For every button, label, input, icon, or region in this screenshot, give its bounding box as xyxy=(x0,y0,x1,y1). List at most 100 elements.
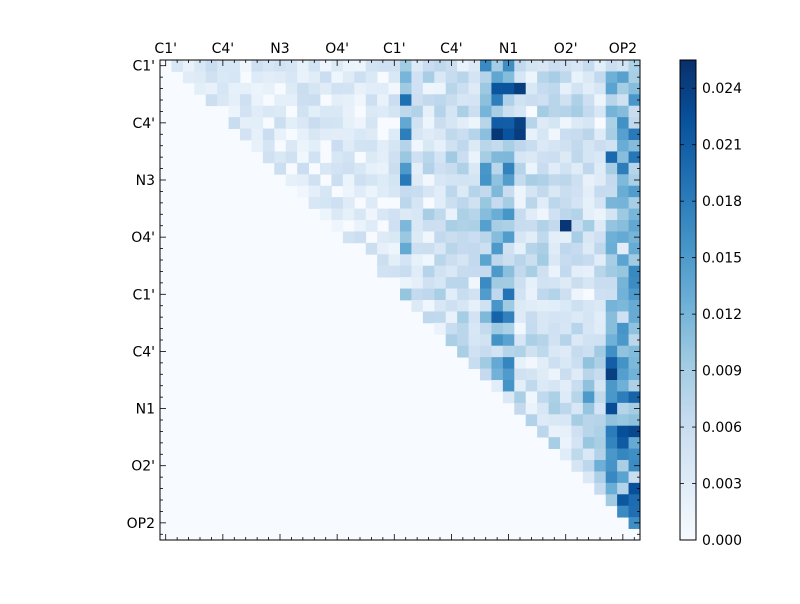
heatmap-cell xyxy=(251,71,264,84)
heatmap-cell xyxy=(560,94,572,107)
heatmap-cell xyxy=(262,105,275,118)
heatmap-cell xyxy=(571,105,584,118)
heatmap-cell xyxy=(548,300,561,312)
heatmap-cell xyxy=(560,288,572,301)
heatmap-cell xyxy=(628,220,641,232)
heatmap-cell xyxy=(537,322,549,335)
heatmap-cell xyxy=(228,105,241,118)
heatmap-cell xyxy=(262,140,275,152)
heatmap-cell xyxy=(502,140,515,152)
heatmap-cell xyxy=(388,162,401,175)
heatmap-cell xyxy=(571,357,584,369)
heatmap-cell xyxy=(502,220,515,232)
heatmap-cell xyxy=(617,117,629,129)
heatmap-cell xyxy=(411,220,424,232)
heatmap-cell xyxy=(411,60,424,72)
heatmap-cell xyxy=(468,322,481,335)
heatmap-cell xyxy=(388,242,401,255)
heatmap-cell xyxy=(285,60,298,72)
heatmap-cell xyxy=(422,185,435,198)
heatmap-cell xyxy=(525,391,538,404)
heatmap-cell xyxy=(502,197,515,209)
heatmap-cell xyxy=(537,197,549,209)
heatmap-cell xyxy=(594,334,607,347)
heatmap-cell xyxy=(480,231,492,244)
heatmap-cell xyxy=(502,311,515,324)
heatmap-cell xyxy=(617,494,629,507)
heatmap-cell xyxy=(308,60,321,72)
heatmap-cell xyxy=(617,94,629,107)
heatmap-cell xyxy=(594,208,607,221)
heatmap-cell xyxy=(434,300,447,312)
heatmap-cell xyxy=(434,277,447,289)
heatmap-cell xyxy=(560,254,572,267)
heatmap-cell xyxy=(594,197,607,209)
heatmap-cell xyxy=(365,197,378,209)
heatmap-cell xyxy=(537,414,549,427)
heatmap-cell xyxy=(434,162,447,175)
heatmap-cell xyxy=(525,231,538,244)
heatmap-cell xyxy=(377,140,389,152)
heatmap-cell xyxy=(537,105,549,118)
heatmap-cell xyxy=(377,208,389,221)
heatmap-cell xyxy=(548,105,561,118)
heatmap-cell xyxy=(491,162,504,175)
heatmap-cell xyxy=(365,82,378,95)
heatmap-cell xyxy=(457,174,469,187)
heatmap-cell xyxy=(468,334,481,347)
heatmap-cell xyxy=(605,437,618,449)
heatmap-cell xyxy=(411,288,424,301)
heatmap-cell xyxy=(365,174,378,187)
heatmap-cell xyxy=(434,311,447,324)
heatmap-cell xyxy=(228,60,241,72)
colorbar-tick-label: 0.015 xyxy=(702,251,742,267)
heatmap-cell xyxy=(560,117,572,129)
heatmap-cell xyxy=(342,140,355,152)
heatmap-cell xyxy=(514,105,527,118)
heatmap-cell xyxy=(571,82,584,95)
heatmap-cell xyxy=(582,197,595,209)
heatmap-cell xyxy=(525,174,538,187)
heatmap-cell xyxy=(525,402,538,415)
heatmap-cell xyxy=(445,197,458,209)
heatmap-cell xyxy=(411,117,424,129)
heatmap-cell xyxy=(285,117,298,129)
heatmap-cell xyxy=(582,231,595,244)
heatmap-cell xyxy=(514,208,527,221)
heatmap-cell xyxy=(582,277,595,289)
heatmap-cell xyxy=(594,82,607,95)
heatmap-cell xyxy=(582,265,595,278)
heatmap-cell xyxy=(571,391,584,404)
heatmap-cell xyxy=(514,82,527,95)
heatmap-cell xyxy=(422,71,435,84)
heatmap-cell xyxy=(342,71,355,84)
heatmap-cell xyxy=(548,117,561,129)
heatmap-cell xyxy=(331,128,344,141)
heatmap-cell xyxy=(537,311,549,324)
heatmap-cell xyxy=(445,334,458,347)
heatmap-cell xyxy=(605,197,618,209)
heatmap-cell xyxy=(582,60,595,72)
heatmap-cell xyxy=(502,151,515,164)
heatmap-cell xyxy=(445,82,458,95)
heatmap-cell xyxy=(262,71,275,84)
heatmap-cell xyxy=(400,197,412,209)
heatmap-cell xyxy=(571,425,584,438)
heatmap-cell xyxy=(548,357,561,369)
heatmap-cell xyxy=(525,162,538,175)
heatmap-cell xyxy=(525,117,538,129)
heatmap-cell xyxy=(297,94,309,107)
heatmap-cell xyxy=(594,254,607,267)
heatmap-cell xyxy=(617,402,629,415)
heatmap-cell xyxy=(320,82,332,95)
heatmap-cell xyxy=(628,311,641,324)
heatmap-cell xyxy=(502,357,515,369)
heatmap-cell xyxy=(594,220,607,232)
heatmap-cell xyxy=(457,334,469,347)
heatmap-cell xyxy=(457,220,469,232)
heatmap-cell xyxy=(628,322,641,335)
heatmap-cell xyxy=(594,231,607,244)
heatmap-cell xyxy=(571,277,584,289)
heatmap-cell xyxy=(537,60,549,72)
heatmap-cell xyxy=(491,105,504,118)
